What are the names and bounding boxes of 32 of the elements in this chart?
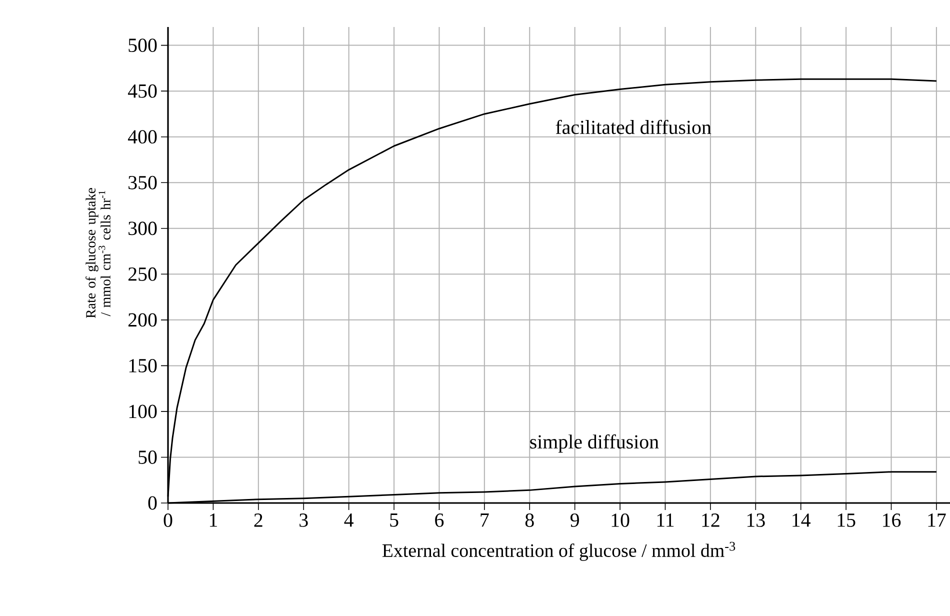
x-tick-label: 2 — [254, 514, 262, 527]
x-tick-label: 16 — [883, 514, 901, 527]
y-tick-label: 200 — [128, 313, 157, 327]
x-tick-label: 4 — [344, 514, 354, 527]
x-tick-label: 3 — [300, 514, 308, 527]
y-tick-label: 450 — [128, 84, 157, 98]
x-tick-label: 8 — [525, 514, 534, 527]
x-tick-label: 10 — [612, 514, 630, 527]
y-tick-label: 0 — [148, 496, 157, 510]
y-tick-label: 300 — [128, 222, 157, 236]
x-tick-label: 14 — [792, 514, 810, 527]
x-tick-label: 9 — [570, 514, 579, 527]
y-tick-label: 150 — [129, 358, 157, 372]
y-tick-label: 350 — [128, 176, 157, 190]
x-axis-title: External concentration of glucose / mmol dm$^{-3}$ — [382, 542, 736, 561]
y-tick-label: 400 — [128, 130, 157, 144]
x-tick-label: 12 — [702, 514, 720, 527]
x-tick-label: 0 — [164, 514, 172, 527]
x-tick-label: 13 — [747, 514, 765, 527]
y-tick-label: 50 — [138, 450, 157, 464]
x-tick-label: 15 — [838, 514, 856, 527]
x-tick-label: 7 — [480, 514, 489, 527]
x-tick-label: 17 — [928, 514, 946, 527]
y-tick-label: 250 — [128, 267, 157, 281]
x-tick-label: 6 — [435, 514, 444, 527]
y-tick-label: 100 — [129, 404, 157, 418]
x-tick-label: 1 — [210, 514, 217, 527]
annotation: facilitated diffusion — [556, 120, 712, 134]
x-tick-label: 5 — [390, 514, 398, 527]
annotation: simple diffusion — [530, 434, 659, 453]
x-tick-label: 11 — [657, 514, 674, 527]
y-tick-label: 500 — [128, 38, 157, 52]
